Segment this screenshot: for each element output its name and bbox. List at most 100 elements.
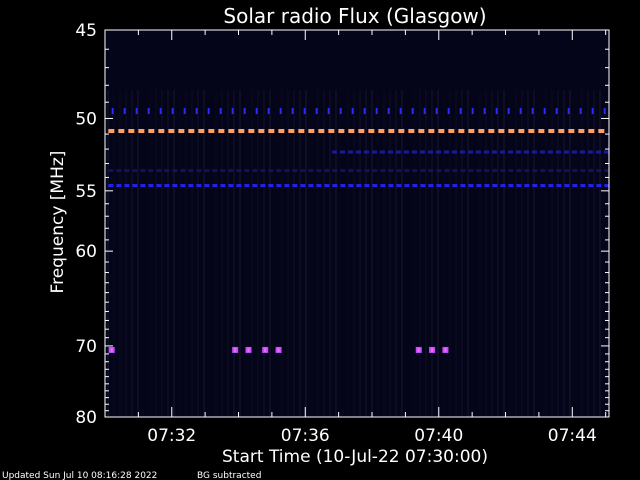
burst-core [444, 347, 447, 352]
band-dash [292, 184, 298, 188]
time-stripe [575, 90, 577, 417]
band-dash [395, 150, 401, 154]
band-dash [508, 169, 514, 173]
band-dash [547, 150, 553, 154]
band-dash [532, 169, 538, 173]
band-dash [531, 150, 537, 154]
band-mark [543, 108, 546, 115]
time-stripe [395, 90, 397, 417]
time-stripe [227, 90, 229, 417]
band-dash [252, 169, 258, 173]
time-stripe [455, 90, 457, 417]
band-mark [555, 108, 558, 115]
band-dash [452, 184, 458, 188]
band-mark [327, 108, 330, 115]
time-stripe [425, 90, 427, 417]
band-dash [515, 150, 521, 154]
band-dash [331, 150, 337, 154]
band-dash [438, 128, 445, 133]
band-dash [332, 169, 338, 173]
band-dash [498, 128, 505, 133]
band-dash [268, 128, 275, 133]
band-mark [579, 108, 582, 115]
time-stripe [581, 90, 583, 417]
band-mark [183, 108, 186, 115]
band-dash [164, 184, 170, 188]
band-dash [468, 184, 474, 188]
band-dash [300, 184, 306, 188]
time-stripe [389, 90, 391, 417]
band-dash [236, 169, 242, 173]
band-dash [516, 184, 522, 188]
time-stripe [239, 90, 241, 417]
time-stripe [173, 90, 175, 417]
band-dash [132, 169, 138, 173]
band-dash [138, 128, 145, 133]
time-stripe [365, 90, 367, 417]
band-dash [380, 169, 386, 173]
band-mark [567, 108, 570, 115]
time-stripe [311, 90, 313, 417]
time-stripe [299, 90, 301, 417]
time-stripe [215, 90, 217, 417]
band-mark [447, 108, 450, 115]
band-dash [268, 184, 274, 188]
frequency-bands [108, 108, 610, 188]
band-dash [420, 169, 426, 173]
band-dash [388, 169, 394, 173]
band-mark [471, 108, 474, 115]
band-mark [531, 108, 534, 115]
band-dash [540, 169, 546, 173]
band-dash [588, 128, 595, 133]
time-stripe [539, 90, 541, 417]
time-stripe [209, 90, 211, 417]
time-stripe [287, 90, 289, 417]
band-dash [196, 169, 202, 173]
band-dash [412, 169, 418, 173]
band-dash [500, 169, 506, 173]
band-dash [248, 128, 255, 133]
plot-frame [104, 29, 610, 418]
band-mark [279, 108, 282, 115]
band-dash [572, 169, 578, 173]
band-mark [135, 108, 138, 115]
time-stripe [371, 90, 373, 417]
band-dash [252, 184, 258, 188]
band-dash [172, 184, 178, 188]
band-dash [524, 169, 530, 173]
band-dash [228, 128, 235, 133]
time-stripe [407, 90, 409, 417]
band-dash [288, 128, 295, 133]
band-dash [244, 184, 250, 188]
band-mark [123, 108, 126, 115]
x-tick-label: 07:44 [548, 426, 597, 446]
band-dash [572, 184, 578, 188]
time-stripe [179, 90, 181, 417]
band-dash [188, 184, 194, 188]
band-dash [500, 184, 506, 188]
time-stripe [275, 90, 277, 417]
band-dash [403, 150, 409, 154]
band-dash [436, 169, 442, 173]
time-stripe [323, 90, 325, 417]
band-dash [208, 128, 215, 133]
burst-core [277, 347, 280, 352]
band-dash [396, 184, 402, 188]
band-mark [291, 108, 294, 115]
time-stripe [125, 90, 127, 417]
band-dash [140, 169, 146, 173]
time-stripe [449, 90, 451, 417]
time-stripe [131, 90, 133, 417]
band-dash [324, 169, 330, 173]
y-tick-label: 45 [75, 21, 97, 41]
band-dash [196, 184, 202, 188]
band-dash [604, 184, 610, 188]
band-dash [212, 184, 218, 188]
band-mark [267, 108, 270, 115]
band-dash [356, 169, 362, 173]
x-axis: 07:32 07:36 07:40 07:44 [137, 30, 607, 446]
band-dash [164, 169, 170, 173]
band-dash [452, 169, 458, 173]
time-stripe [479, 90, 481, 417]
